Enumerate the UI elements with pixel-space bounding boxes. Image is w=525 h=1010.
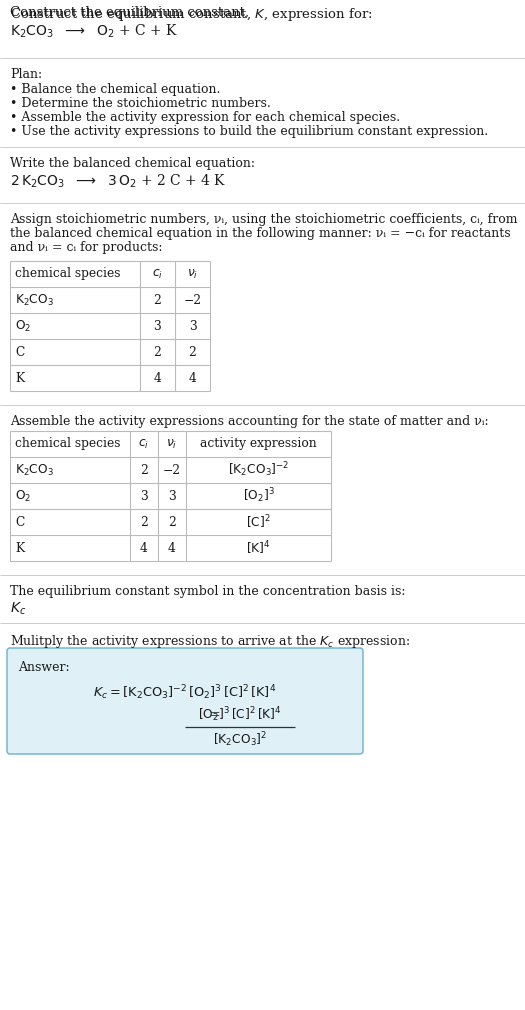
Text: 3: 3 [168, 490, 176, 503]
Text: 2: 2 [140, 515, 148, 528]
Text: −2: −2 [163, 464, 181, 477]
Text: • Balance the chemical equation.: • Balance the chemical equation. [10, 83, 220, 96]
Text: the balanced chemical equation in the following manner: νᵢ = −cᵢ for reactants: the balanced chemical equation in the fo… [10, 227, 511, 240]
Text: 4: 4 [153, 372, 162, 385]
Text: 2: 2 [153, 294, 162, 306]
Text: 2: 2 [153, 345, 162, 359]
Text: $[\mathrm{K_2CO_3}]^{-2}$: $[\mathrm{K_2CO_3}]^{-2}$ [228, 461, 289, 480]
Text: 4: 4 [188, 372, 196, 385]
Text: 2: 2 [140, 464, 148, 477]
Text: 2: 2 [168, 515, 176, 528]
Text: • Use the activity expressions to build the equilibrium constant expression.: • Use the activity expressions to build … [10, 125, 488, 138]
Text: chemical species: chemical species [15, 437, 121, 450]
Text: $c_i$: $c_i$ [152, 268, 163, 281]
Text: 4: 4 [168, 541, 176, 554]
Text: $\mathrm{O_2}$: $\mathrm{O_2}$ [15, 318, 31, 333]
Text: $[\mathrm{C}]^{2}$: $[\mathrm{C}]^{2}$ [246, 513, 271, 531]
Text: The equilibrium constant symbol in the concentration basis is:: The equilibrium constant symbol in the c… [10, 585, 405, 598]
Text: $c_i$: $c_i$ [139, 437, 150, 450]
Text: 2: 2 [188, 345, 196, 359]
Text: $\mathrm{K_2CO_3}$: $\mathrm{K_2CO_3}$ [15, 293, 54, 308]
Text: C: C [15, 345, 24, 359]
Text: $\nu_i$: $\nu_i$ [166, 437, 177, 450]
Text: $K_c$: $K_c$ [10, 601, 26, 617]
Text: Answer:: Answer: [18, 661, 70, 674]
Text: $[\mathrm{O_2}]^{3}$: $[\mathrm{O_2}]^{3}$ [243, 487, 275, 505]
Text: $\nu_i$: $\nu_i$ [187, 268, 198, 281]
Text: Construct the equilibrium constant,: Construct the equilibrium constant, [10, 6, 253, 19]
Text: 3: 3 [188, 319, 196, 332]
Text: Assign stoichiometric numbers, νᵢ, using the stoichiometric coefficients, cᵢ, fr: Assign stoichiometric numbers, νᵢ, using… [10, 213, 518, 226]
Text: activity expression: activity expression [200, 437, 317, 450]
Text: $K_c = [\mathrm{K_2CO_3}]^{-2}\,[\mathrm{O_2}]^{3}\,[\mathrm{C}]^{2}\,[\mathrm{K: $K_c = [\mathrm{K_2CO_3}]^{-2}\,[\mathrm… [93, 683, 277, 702]
Text: • Assemble the activity expression for each chemical species.: • Assemble the activity expression for e… [10, 111, 400, 124]
Text: $\mathrm{K_2CO_3}$: $\mathrm{K_2CO_3}$ [15, 463, 54, 478]
Text: $\mathrm{O_2}$: $\mathrm{O_2}$ [15, 489, 31, 504]
Text: Construct the equilibrium constant, $K$, expression for:: Construct the equilibrium constant, $K$,… [10, 6, 373, 23]
Text: Plan:: Plan: [10, 68, 42, 81]
Text: • Determine the stoichiometric numbers.: • Determine the stoichiometric numbers. [10, 97, 271, 110]
Text: Write the balanced chemical equation:: Write the balanced chemical equation: [10, 157, 255, 170]
Text: 4: 4 [140, 541, 148, 554]
Text: $[\mathrm{O_2}]^{3}\,[\mathrm{C}]^{2}\,[\mathrm{K}]^{4}$: $[\mathrm{O_2}]^{3}\,[\mathrm{C}]^{2}\,[… [198, 705, 282, 724]
Text: Mulitply the activity expressions to arrive at the $K_c$ expression:: Mulitply the activity expressions to arr… [10, 633, 410, 650]
Text: −2: −2 [183, 294, 202, 306]
Text: $[\mathrm{K_2CO_3}]^{2}$: $[\mathrm{K_2CO_3}]^{2}$ [213, 730, 267, 748]
Text: and νᵢ = cᵢ for products:: and νᵢ = cᵢ for products: [10, 241, 163, 254]
Text: chemical species: chemical species [15, 268, 121, 281]
Text: $\mathrm{K_2CO_3}$  $\longrightarrow$  $\mathrm{O_2}$ + C + K: $\mathrm{K_2CO_3}$ $\longrightarrow$ $\m… [10, 23, 178, 40]
Text: =: = [209, 708, 220, 721]
Text: 3: 3 [154, 319, 161, 332]
Text: K: K [15, 541, 24, 554]
Text: $[\mathrm{K}]^{4}$: $[\mathrm{K}]^{4}$ [246, 539, 271, 557]
Text: 3: 3 [140, 490, 148, 503]
Text: C: C [15, 515, 24, 528]
Text: $\mathrm{2\,K_2CO_3}$  $\longrightarrow$  $\mathrm{3\,O_2}$ + 2 C + 4 K: $\mathrm{2\,K_2CO_3}$ $\longrightarrow$ … [10, 173, 226, 191]
Text: K: K [15, 372, 24, 385]
FancyBboxPatch shape [7, 648, 363, 754]
Text: Assemble the activity expressions accounting for the state of matter and νᵢ:: Assemble the activity expressions accoun… [10, 415, 489, 428]
